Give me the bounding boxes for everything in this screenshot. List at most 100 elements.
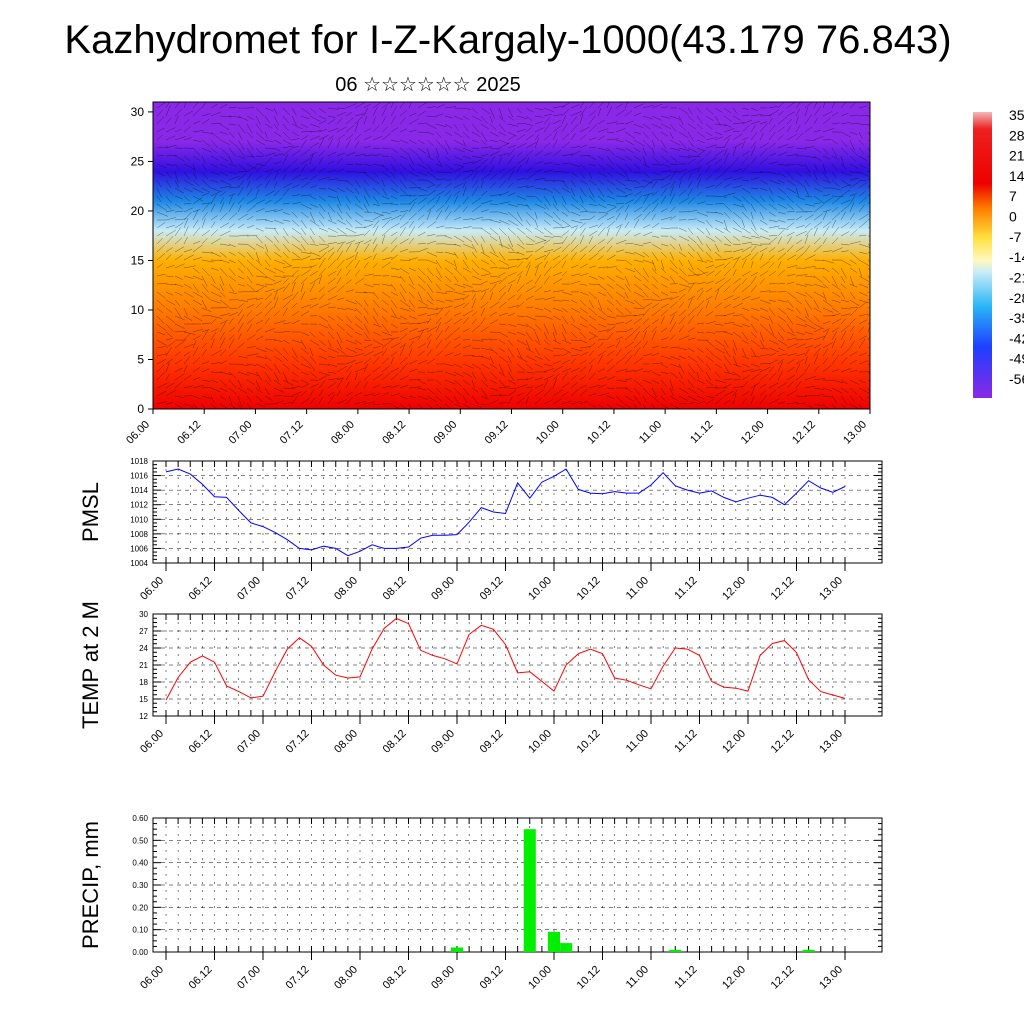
wind-vector (498, 331, 509, 338)
wind-vector (858, 291, 868, 297)
wind-vector (471, 115, 482, 121)
wind-vector (210, 131, 220, 140)
wind-vector (651, 171, 661, 176)
wind-vector (300, 243, 306, 251)
wind-vector (372, 331, 381, 336)
wind-vector (327, 137, 334, 149)
wind-vector (174, 109, 182, 117)
wind-vector (534, 187, 546, 190)
wind-vector (561, 171, 570, 173)
wind-vector (777, 252, 787, 261)
wind-vector (282, 173, 287, 181)
wind-vector (291, 219, 300, 227)
wind-vector (246, 267, 254, 277)
wind-vector (345, 203, 351, 211)
wind-vector (372, 154, 381, 157)
wind-vector (174, 179, 179, 188)
wind-vector (255, 107, 265, 117)
wind-vector (273, 290, 278, 301)
y-tick-label: 1014 (130, 486, 148, 495)
wind-vector (687, 307, 697, 317)
wind-vector (714, 259, 727, 261)
wind-vector (165, 254, 172, 261)
wind-vector (786, 195, 795, 203)
wind-vector (165, 338, 173, 341)
wind-vector (192, 291, 204, 298)
wind-vector (669, 311, 678, 317)
wind-vector (579, 195, 584, 204)
wind-vector (210, 275, 216, 284)
wind-vector (651, 103, 663, 109)
wind-vector (660, 147, 668, 153)
wind-vector (633, 103, 644, 109)
wind-vector (300, 194, 312, 197)
wind-vector (750, 195, 760, 204)
wind-vector (480, 164, 488, 173)
wind-vector (579, 291, 589, 296)
wind-vector (408, 322, 421, 325)
wind-vector (570, 171, 578, 177)
wind-vector (660, 208, 668, 213)
wind-vector (264, 283, 274, 286)
wind-vector (498, 276, 508, 285)
wind-vector (417, 243, 426, 245)
wind-vector (219, 123, 230, 131)
wind-vector (795, 251, 806, 261)
wind-vector (264, 115, 271, 124)
wind-vector (327, 187, 338, 193)
wind-vector (363, 229, 371, 237)
wind-vector (174, 330, 187, 333)
wind-vector (750, 331, 757, 338)
wind-vector (489, 280, 502, 285)
wind-vector (435, 113, 444, 117)
wind-vector (300, 131, 312, 133)
wind-vector (597, 135, 606, 141)
wind-vector (705, 107, 714, 115)
wind-vector (156, 237, 163, 245)
wind-vector (408, 198, 417, 205)
wind-vector (354, 179, 361, 188)
wind-vector (795, 283, 807, 287)
wind-vector (669, 180, 677, 189)
wind-vector (831, 147, 838, 158)
wind-vector (822, 194, 830, 197)
wind-vector (687, 180, 693, 189)
wind-vector (354, 153, 366, 157)
wind-vector (723, 295, 734, 301)
wind-vector (489, 173, 498, 181)
wind-vector (318, 107, 327, 114)
wind-vector (462, 205, 468, 213)
wind-vector (183, 211, 192, 221)
wind-vector (561, 307, 569, 313)
wind-vector (687, 235, 697, 244)
wind-vector (318, 293, 326, 301)
wind-vector (759, 290, 771, 293)
wind-vector (282, 139, 292, 145)
wind-vector (588, 115, 596, 125)
wind-vector (282, 107, 290, 116)
wind-vector (534, 286, 543, 293)
wind-vector (417, 306, 428, 309)
wind-vector (246, 290, 259, 293)
wind-vector (255, 199, 265, 205)
wind-vector (705, 227, 711, 236)
wind-vector (552, 114, 563, 117)
wind-vector (741, 246, 752, 253)
wind-vector (390, 127, 399, 133)
wind-vector (606, 307, 613, 313)
wind-vector (660, 123, 672, 129)
wind-vector (840, 163, 847, 170)
wind-vector (687, 295, 696, 301)
wind-vector (201, 202, 212, 205)
wind-vector (372, 225, 379, 237)
wind-vector (840, 243, 850, 246)
wind-vector (534, 274, 542, 285)
wind-vector (759, 132, 764, 141)
wind-vector (246, 275, 253, 284)
wind-vector (462, 294, 470, 301)
wind-vector (759, 142, 770, 149)
wind-vector (408, 163, 415, 171)
x-tick-label: 13.00 (817, 575, 845, 603)
wind-vector (444, 299, 454, 302)
